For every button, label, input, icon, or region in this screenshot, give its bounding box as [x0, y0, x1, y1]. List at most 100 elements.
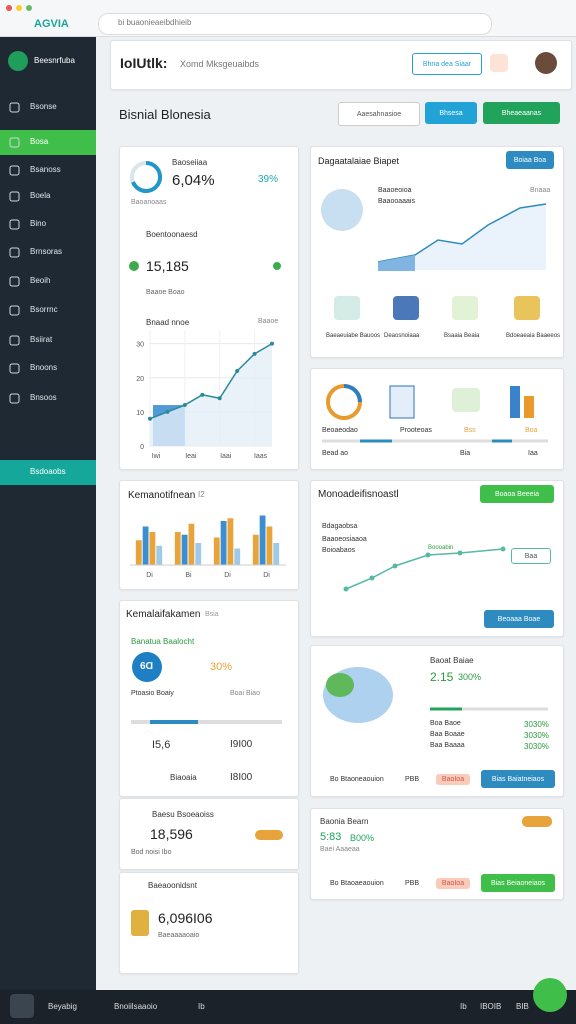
button[interactable]: Bhsesa [425, 102, 477, 124]
button[interactable]: Bias Baiatneiaos [481, 770, 555, 788]
avatar [321, 189, 363, 231]
sidebar-icon [9, 305, 20, 316]
pct: 300% [458, 672, 482, 682]
sidebar-item[interactable]: Bsanoss [30, 165, 61, 174]
bar [234, 548, 241, 565]
select[interactable]: Aaesahnasioe [338, 102, 420, 126]
icon-label: Bsaaia Beaia [444, 333, 480, 339]
sidebar-item[interactable]: Boela [30, 191, 51, 200]
toggle[interactable] [255, 830, 283, 840]
label: Bss [464, 427, 476, 434]
sidebar-item[interactable]: Brnsoras [30, 247, 63, 256]
sidebar-item[interactable]: Bsorrnc [30, 305, 58, 314]
x-tick-label: Bi [185, 572, 192, 579]
bar [220, 521, 227, 565]
y-tick-label: 10 [136, 410, 144, 417]
card-title: Dagaatalaiae Biapet [318, 156, 400, 166]
icon [524, 396, 534, 418]
area [150, 343, 272, 446]
bar [227, 518, 234, 565]
card-title: Boentoonaesd [146, 230, 198, 239]
sidebar-item[interactable]: Bnoons [30, 363, 58, 372]
taskbar-item: Ib [460, 1002, 467, 1011]
sidebar-icon [9, 276, 20, 287]
pct: B00% [350, 833, 375, 843]
header-button[interactable]: Bhna dea Siaar [412, 53, 482, 75]
bar [181, 534, 188, 565]
fab[interactable] [533, 978, 567, 1012]
y-tick-label: 20 [136, 376, 144, 383]
icon-label: Deaosnoiaaa [384, 333, 420, 339]
icon-label: Bdoeaeaia Baaeeos [506, 333, 561, 339]
point [200, 392, 205, 397]
button[interactable]: Boiaa Boa [506, 151, 554, 169]
value: 6,096I06 [158, 910, 213, 926]
shape [392, 563, 398, 569]
point [235, 368, 240, 373]
point [217, 396, 222, 401]
button[interactable]: Bias Beiaoneiaos [481, 874, 555, 892]
row-label: Baa Baaaa [430, 742, 465, 749]
url-bar[interactable] [98, 13, 492, 35]
line [149, 343, 273, 420]
x-tick-label: Di [263, 572, 270, 579]
line [345, 548, 504, 590]
row-value: 3030% [524, 731, 549, 740]
sidebar-item[interactable]: Bnsoos [30, 393, 57, 402]
taskbar [0, 990, 576, 1024]
value: 5:83 [320, 831, 342, 843]
shape [425, 552, 431, 558]
x-tick-label: Ieai [185, 453, 197, 460]
button[interactable]: Bheaeaanas [483, 102, 560, 124]
highlight-item[interactable] [0, 460, 96, 485]
bar [149, 532, 156, 565]
circle [132, 652, 162, 682]
icon-label: Baeaeuiabe Bauoos [326, 333, 381, 339]
taskbar-item: Bnoiilsaaoio [114, 1002, 158, 1011]
note: Baaoe Boao [146, 289, 185, 296]
sidebar-item[interactable]: Bino [30, 219, 47, 228]
start[interactable] [10, 994, 34, 1018]
toggle[interactable] [522, 816, 552, 827]
sidebar-icon [9, 247, 20, 258]
avatar[interactable] [535, 52, 557, 74]
bar [259, 515, 266, 565]
y-tick-label: 30 [136, 342, 144, 349]
label: Prooteoas [400, 427, 432, 434]
button[interactable]: Boaoa Beeeia [480, 485, 554, 503]
page-title: Bisnial Blonesia [119, 107, 211, 122]
tag: Bsia [205, 611, 219, 618]
kpi-value: 6,04% [172, 172, 215, 189]
card-title: Kemalaifakamen [126, 609, 201, 620]
foot: Bia [460, 450, 471, 457]
button[interactable]: Beoaaa Boae [484, 610, 554, 628]
card-title: Baeaoonidsnt [148, 881, 197, 890]
note: Baeaaaaoaio [158, 932, 200, 939]
card-title: Baonia Bearn [320, 817, 369, 826]
sidebar-icon [9, 137, 20, 148]
x-tick-label: Di [224, 572, 231, 579]
active-item[interactable] [0, 130, 96, 155]
point [252, 351, 257, 356]
bar [174, 532, 181, 565]
legend[interactable]: Baa [511, 548, 551, 564]
row-value: I8I00 [230, 772, 253, 783]
subtitle: Banatua Baalocht [131, 637, 195, 646]
dot [26, 5, 32, 11]
sidebar-item[interactable]: Bsonse [30, 102, 57, 111]
foot: Bead ao [322, 450, 349, 457]
point [182, 403, 187, 408]
sidebar-icon [9, 102, 20, 113]
taskbar-item: Beyabig [48, 1002, 77, 1011]
sidebar-item[interactable]: Bsiirat [30, 335, 53, 344]
row-label: Baa Boaae [430, 731, 465, 738]
shape [393, 296, 419, 320]
sidebar-item[interactable]: Bosa [30, 137, 49, 146]
notify[interactable] [490, 54, 508, 72]
row-value: I9I00 [230, 739, 253, 750]
sidebar-icon [9, 191, 20, 202]
label: Beoaeodao [322, 427, 358, 434]
y-tick-label: 0 [140, 444, 144, 451]
chart-label: Baaooaaais [378, 198, 415, 205]
sidebar-item[interactable]: Beoih [30, 276, 51, 285]
